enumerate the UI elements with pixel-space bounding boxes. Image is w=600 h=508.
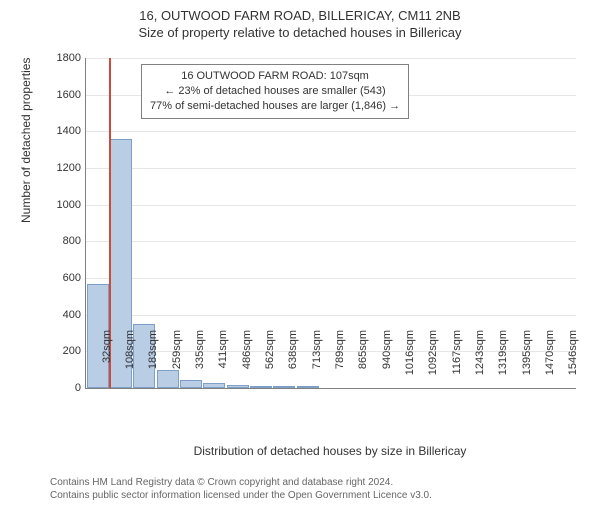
gridline [86, 278, 576, 279]
x-tick-label: 638sqm [287, 330, 299, 390]
legend-line1: 16 OUTWOOD FARM ROAD: 107sqm [150, 69, 400, 84]
y-tick-label: 1800 [41, 52, 81, 64]
x-tick-label: 1546sqm [567, 330, 579, 390]
x-tick-label: 562sqm [264, 330, 276, 390]
footer-line2: Contains public sector information licen… [50, 489, 432, 502]
gridline [86, 168, 576, 169]
y-tick-label: 1200 [41, 162, 81, 174]
legend-line2: ← 23% of detached houses are smaller (54… [150, 84, 400, 99]
legend-box: 16 OUTWOOD FARM ROAD: 107sqm← 23% of det… [141, 64, 409, 119]
y-tick-label: 600 [41, 272, 81, 284]
x-tick-label: 32sqm [101, 330, 113, 390]
x-tick-label: 1016sqm [404, 330, 416, 390]
x-tick-label: 1470sqm [544, 330, 556, 390]
y-axis-label: Number of detached properties [19, 58, 33, 223]
x-tick-label: 940sqm [381, 330, 393, 390]
y-tick-label: 400 [41, 309, 81, 321]
header-subtitle: Size of property relative to detached ho… [0, 25, 600, 40]
x-tick-label: 865sqm [357, 330, 369, 390]
x-tick-label: 713sqm [311, 330, 323, 390]
y-tick-label: 0 [41, 382, 81, 394]
x-axis-label: Distribution of detached houses by size … [85, 444, 575, 458]
gridline [86, 131, 576, 132]
chart-container: Number of detached properties 16 OUTWOOD… [55, 58, 575, 428]
y-tick-label: 800 [41, 235, 81, 247]
footer-attribution: Contains HM Land Registry data © Crown c… [50, 476, 432, 502]
y-tick-label: 200 [41, 345, 81, 357]
x-tick-label: 1167sqm [451, 330, 463, 390]
gridline [86, 315, 576, 316]
x-tick-label: 335sqm [194, 330, 206, 390]
x-tick-label: 486sqm [241, 330, 253, 390]
gridline [86, 241, 576, 242]
x-tick-label: 183sqm [147, 330, 159, 390]
x-tick-label: 1319sqm [497, 330, 509, 390]
x-tick-label: 411sqm [217, 330, 229, 390]
gridline [86, 58, 576, 59]
y-tick-label: 1600 [41, 89, 81, 101]
footer-line1: Contains HM Land Registry data © Crown c… [50, 476, 432, 489]
x-tick-label: 1243sqm [474, 330, 486, 390]
legend-line3: 77% of semi-detached houses are larger (… [150, 99, 400, 114]
y-tick-label: 1000 [41, 199, 81, 211]
x-tick-label: 108sqm [124, 330, 136, 390]
x-tick-label: 1092sqm [427, 330, 439, 390]
y-tick-label: 1400 [41, 125, 81, 137]
x-tick-label: 1395sqm [521, 330, 533, 390]
header-address: 16, OUTWOOD FARM ROAD, BILLERICAY, CM11 … [0, 8, 600, 23]
x-tick-label: 259sqm [171, 330, 183, 390]
gridline [86, 205, 576, 206]
x-tick-label: 789sqm [334, 330, 346, 390]
